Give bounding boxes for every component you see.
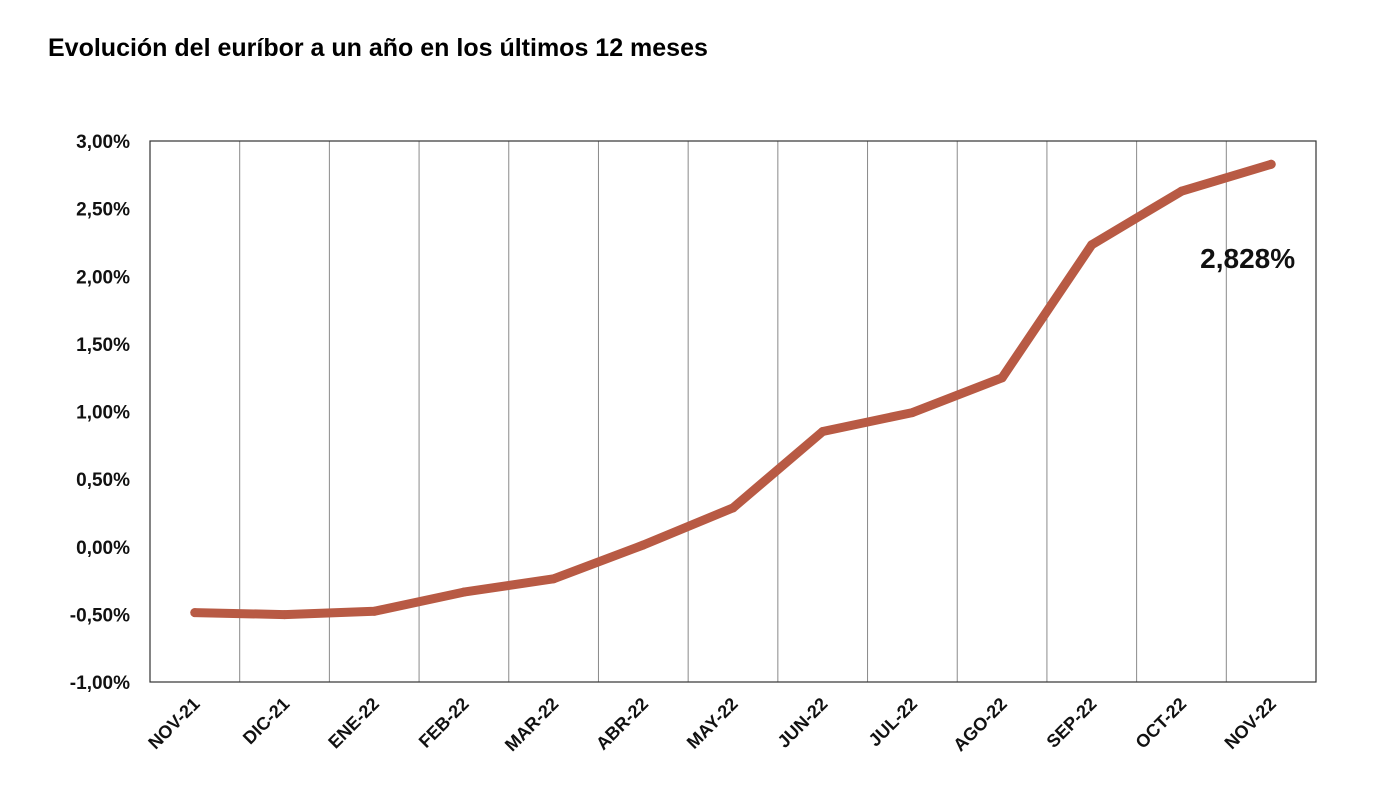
y-tick-label: 1,00% bbox=[76, 403, 130, 424]
data-point bbox=[190, 608, 200, 618]
y-tick-label: -1,00% bbox=[70, 673, 130, 694]
annotation-layer: 2,828% bbox=[1200, 243, 1295, 274]
x-tick-label: MAY-22 bbox=[683, 694, 742, 753]
data-point bbox=[907, 408, 917, 418]
series-line bbox=[190, 159, 1276, 620]
y-tick-label: -0,50% bbox=[70, 605, 130, 626]
y-tick-label: 3,00% bbox=[76, 132, 130, 153]
data-point bbox=[549, 574, 559, 584]
x-tick-label: ABR-22 bbox=[592, 694, 652, 754]
data-point bbox=[280, 610, 290, 620]
data-label-last: 2,828% bbox=[1200, 243, 1295, 274]
series-layer bbox=[190, 159, 1276, 620]
data-point bbox=[638, 540, 648, 550]
x-tick-label: SEP-22 bbox=[1043, 694, 1101, 752]
data-point bbox=[369, 606, 379, 616]
y-tick-label: 2,50% bbox=[76, 200, 130, 221]
y-axis-ticks: 3,00% 2,50% 2,00% 1,50% 1,00% 0,50% 0,00% -0,50… bbox=[70, 132, 130, 694]
data-point bbox=[1266, 159, 1276, 169]
data-point bbox=[1087, 240, 1097, 250]
x-tick-label: NOV-22 bbox=[1221, 694, 1280, 753]
data-point bbox=[459, 587, 469, 597]
data-point bbox=[818, 427, 828, 437]
x-tick-label: DIC-21 bbox=[239, 694, 293, 748]
y-tick-label: 0,50% bbox=[76, 470, 130, 491]
x-tick-label: AGO-22 bbox=[949, 694, 1011, 756]
y-tick-label: 0,00% bbox=[76, 538, 130, 559]
x-tick-label: MAR-22 bbox=[501, 694, 563, 756]
chart-title: Evolución del euríbor a un año en los úl… bbox=[48, 34, 708, 62]
data-point bbox=[1176, 186, 1186, 196]
grid-lines bbox=[239, 141, 1227, 682]
y-tick-label: 1,50% bbox=[76, 335, 130, 356]
data-point bbox=[997, 373, 1007, 383]
plot-area bbox=[149, 140, 1317, 683]
x-tick-label: JUN-22 bbox=[774, 694, 832, 752]
x-axis-ticks: NOV-21 DIC-21 ENE-22 FEB-22 MAR-22 ABR-22 MAY-… bbox=[144, 694, 1280, 756]
y-tick-label: 2,00% bbox=[76, 267, 130, 288]
x-tick-label: NOV-21 bbox=[144, 694, 203, 753]
x-tick-label: FEB-22 bbox=[415, 694, 473, 752]
x-tick-label: JUL-22 bbox=[865, 694, 922, 751]
data-point bbox=[728, 503, 738, 513]
x-tick-label: ENE-22 bbox=[324, 694, 383, 753]
x-tick-label: OCT-22 bbox=[1132, 694, 1191, 753]
